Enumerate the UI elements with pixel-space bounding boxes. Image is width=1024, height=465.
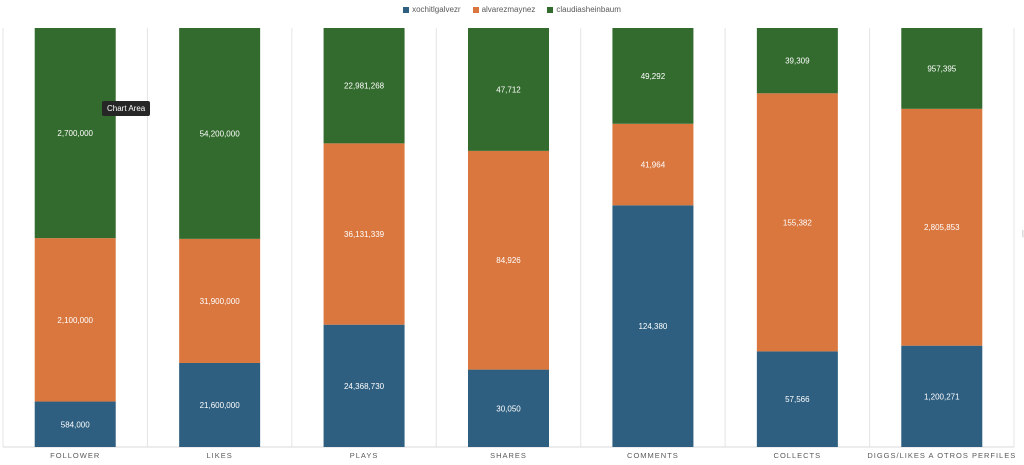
data-label-xochitlgalvezr-4: 124,380 xyxy=(638,322,667,331)
bar-segment-claudiasheinbaum-0[interactable] xyxy=(34,28,116,239)
data-label-alvarezmaynez-1: 31,900,000 xyxy=(200,297,241,306)
data-label-alvarezmaynez-5: 155,382 xyxy=(783,218,812,227)
legend-item-claudiasheinbaum[interactable]: claudiasheinbaum xyxy=(547,5,621,14)
data-label-alvarezmaynez-0: 2,100,000 xyxy=(57,316,93,325)
bar-segment-alvarezmaynez-5[interactable] xyxy=(756,93,838,352)
legend-label-alvarezmaynez: alvarezmaynez xyxy=(481,5,536,14)
data-label-claudiasheinbaum-2: 22,981,268 xyxy=(344,82,385,91)
x-tick-label: COLLECTS xyxy=(774,451,822,460)
resize-handle-icon[interactable]: | xyxy=(1021,229,1024,238)
legend-swatch-alvarezmaynez xyxy=(472,6,479,13)
legend-label-claudiasheinbaum: claudiasheinbaum xyxy=(556,5,621,14)
bar-segment-claudiasheinbaum-3[interactable] xyxy=(468,28,549,151)
data-label-claudiasheinbaum-1: 54,200,000 xyxy=(200,129,241,138)
bar-segment-alvarezmaynez-3[interactable] xyxy=(468,150,549,370)
bar-segment-xochitlgalvezr-4[interactable] xyxy=(612,205,694,447)
legend-swatch-claudiasheinbaum xyxy=(547,6,554,13)
bar-segment-xochitlgalvezr-0[interactable] xyxy=(34,401,116,447)
bar-segment-alvarezmaynez-6[interactable] xyxy=(901,108,983,346)
legend: xochitlgalvezr alvarezmaynez claudiashei… xyxy=(0,5,1024,14)
bar-segment-xochitlgalvezr-1[interactable] xyxy=(179,362,261,447)
data-label-claudiasheinbaum-5: 39,309 xyxy=(785,57,810,66)
x-tick-label: LIKES xyxy=(207,451,233,460)
bar-segment-xochitlgalvezr-3[interactable] xyxy=(468,369,549,447)
data-label-xochitlgalvezr-3: 30,050 xyxy=(496,404,521,413)
data-label-xochitlgalvezr-0: 584,000 xyxy=(61,420,90,429)
legend-label-xochitlgalvezr: xochitlgalvezr xyxy=(412,5,461,14)
data-label-claudiasheinbaum-3: 47,712 xyxy=(496,85,521,94)
data-label-xochitlgalvezr-1: 21,600,000 xyxy=(200,401,241,410)
bar-segment-claudiasheinbaum-5[interactable] xyxy=(756,28,838,94)
bar-segment-claudiasheinbaum-6[interactable] xyxy=(901,28,983,109)
data-label-claudiasheinbaum-0: 2,700,000 xyxy=(57,129,93,138)
bar-segment-alvarezmaynez-4[interactable] xyxy=(612,123,694,206)
legend-swatch-xochitlgalvezr xyxy=(403,6,410,13)
data-label-alvarezmaynez-4: 41,964 xyxy=(641,161,666,170)
bar-segment-xochitlgalvezr-6[interactable] xyxy=(901,345,983,447)
bar-segment-claudiasheinbaum-1[interactable] xyxy=(179,28,261,239)
x-tick-label: PLAYS xyxy=(350,451,379,460)
data-label-xochitlgalvezr-6: 1,200,271 xyxy=(924,392,960,401)
bar-segment-alvarezmaynez-0[interactable] xyxy=(34,238,116,402)
bar-segment-claudiasheinbaum-4[interactable] xyxy=(612,28,694,124)
chart-area-tooltip: Chart Area xyxy=(102,101,151,116)
bar-segment-alvarezmaynez-1[interactable] xyxy=(179,238,261,363)
data-label-xochitlgalvezr-2: 24,368,730 xyxy=(344,382,385,391)
x-tick-label: SHARES xyxy=(490,451,527,460)
legend-item-alvarezmaynez[interactable]: alvarezmaynez xyxy=(472,5,536,14)
x-tick-label: FOLLOWER xyxy=(50,451,100,460)
data-label-alvarezmaynez-2: 36,131,339 xyxy=(344,230,385,239)
legend-item-xochitlgalvezr[interactable]: xochitlgalvezr xyxy=(403,5,461,14)
bar-segment-xochitlgalvezr-2[interactable] xyxy=(323,324,405,447)
x-tick-label: DIGGS/LIKES A OTROS PERFILES xyxy=(867,451,1016,460)
data-label-xochitlgalvezr-5: 57,566 xyxy=(785,395,810,404)
data-label-alvarezmaynez-3: 84,926 xyxy=(496,256,521,265)
data-label-alvarezmaynez-6: 2,805,853 xyxy=(924,223,960,232)
data-label-claudiasheinbaum-6: 957,395 xyxy=(927,64,956,73)
x-tick-label: COMMENTS xyxy=(627,451,679,460)
bar-segment-claudiasheinbaum-2[interactable] xyxy=(323,28,405,144)
bar-segment-xochitlgalvezr-5[interactable] xyxy=(756,351,838,447)
data-label-claudiasheinbaum-4: 49,292 xyxy=(641,72,666,81)
bar-segment-alvarezmaynez-2[interactable] xyxy=(323,143,405,325)
